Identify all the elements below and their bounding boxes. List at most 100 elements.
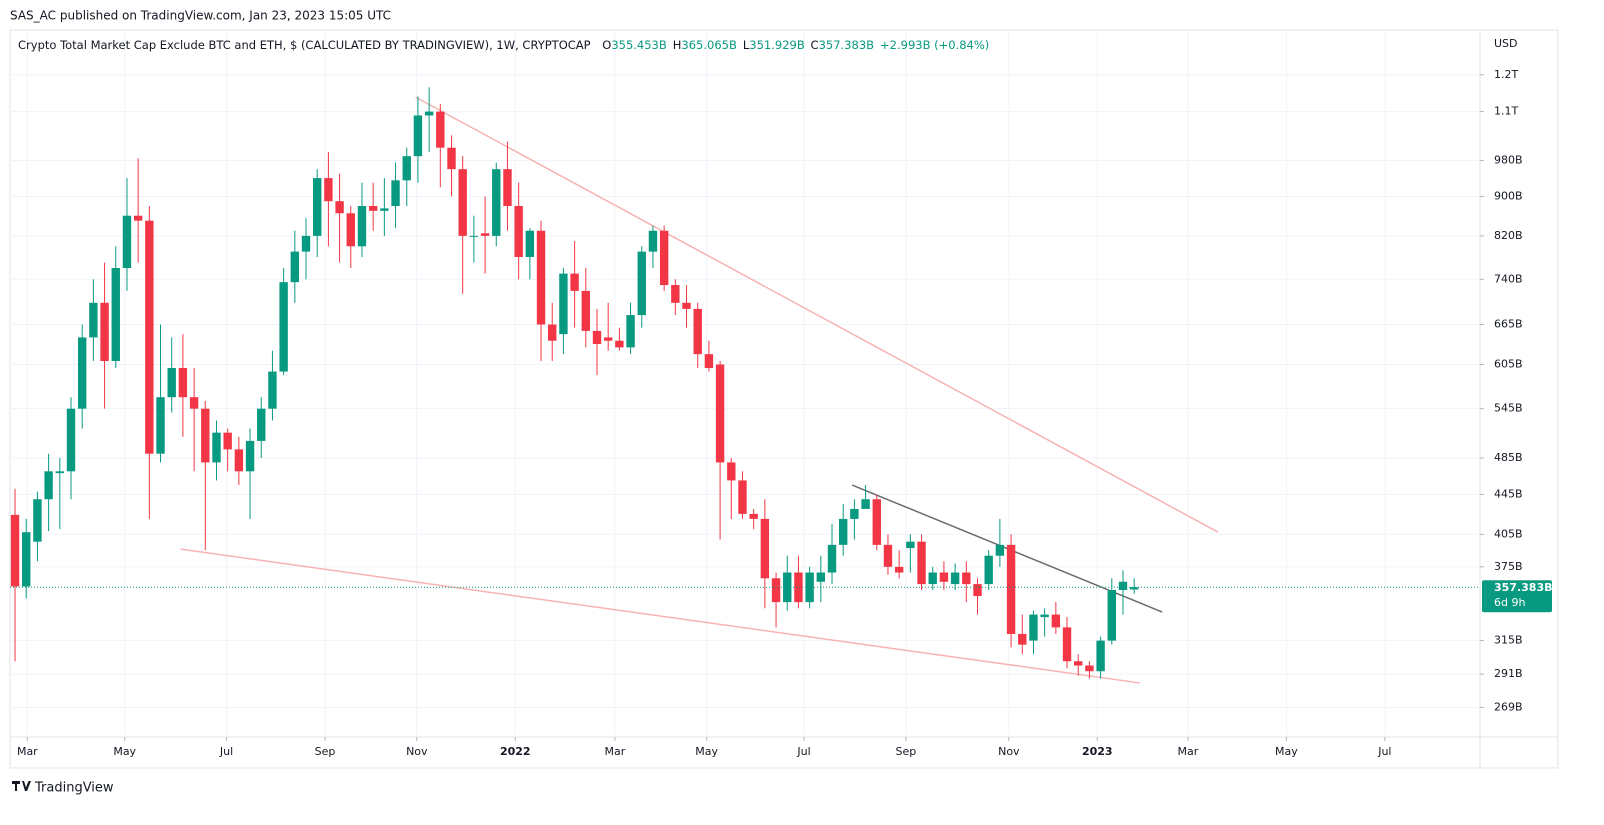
candle-body (1085, 665, 1094, 672)
x-tick-label: Nov (406, 745, 428, 758)
y-tick-label: 740B (1494, 272, 1523, 285)
candle-body (883, 544, 893, 567)
candle-body (156, 397, 165, 454)
candle-body (391, 180, 400, 206)
candle-body (357, 205, 367, 247)
y-tick-label: 665B (1494, 317, 1523, 330)
quote-change: +2.993B (+0.84%) (880, 38, 989, 52)
candle-body (794, 572, 803, 603)
candle-body (827, 544, 837, 573)
candle-body (514, 205, 523, 258)
candle-body (973, 584, 982, 597)
candle-body (413, 115, 423, 157)
x-tick-label: Sep (315, 745, 336, 758)
candle-body (55, 471, 64, 474)
candle-body (469, 235, 479, 237)
candle-body (570, 273, 579, 291)
footer-brand: TradingView (34, 781, 114, 796)
candle-body (10, 514, 20, 587)
y-tick-label: 375B (1494, 560, 1523, 573)
candle-body (615, 340, 624, 348)
candle-body (257, 408, 266, 441)
candle-body (480, 233, 490, 236)
candle-body (917, 541, 926, 585)
candle-body (1107, 590, 1116, 641)
y-tick-label: 1.2T (1494, 68, 1518, 81)
footer-logo: TradingView (12, 781, 114, 796)
candle-body (66, 408, 76, 472)
y-tick-label: 1.1T (1494, 105, 1518, 118)
candle-body (492, 169, 501, 236)
candle-body (727, 462, 736, 481)
candle-body (234, 449, 244, 472)
candle-body (659, 230, 669, 286)
candle-body (290, 251, 300, 283)
candle-body (850, 508, 859, 519)
candle-body (436, 111, 445, 148)
quote-key: C (811, 38, 819, 52)
grid (10, 30, 1480, 735)
candle-body (760, 518, 770, 579)
candle-body (223, 432, 232, 450)
x-tick-label: May (113, 745, 136, 758)
y-tick-label: 269B (1494, 700, 1523, 713)
x-tick-label: 2023 (1082, 745, 1113, 758)
candle-body (313, 178, 322, 236)
candle-body (33, 499, 42, 542)
candle-body (458, 169, 467, 236)
candle-body (872, 499, 881, 545)
candle-body (1074, 661, 1083, 666)
y-tick-label: 980B (1494, 153, 1523, 166)
last-price-label: 357.383B (1494, 581, 1553, 594)
publish-header: SAS_AC published on TradingView.com, Jan… (10, 9, 391, 23)
candle-body (861, 499, 870, 509)
x-tick-label: Mar (17, 745, 38, 758)
candle-body (268, 371, 277, 409)
candle-body (950, 572, 960, 585)
y-tick-label: 605B (1494, 358, 1523, 371)
candle-body (346, 213, 355, 247)
candle-body (133, 215, 143, 221)
quote-value: 355.453B (611, 38, 667, 52)
candle-body (805, 572, 814, 603)
legend-title: Crypto Total Market Cap Exclude BTC and … (18, 38, 591, 52)
candle-body (1018, 633, 1027, 645)
candle-body (749, 513, 758, 519)
quote-value: 351.929B (749, 38, 805, 52)
candle-body (559, 273, 568, 335)
candle-body (1040, 614, 1049, 618)
candle-body (201, 408, 210, 463)
x-tick-label: 2022 (500, 745, 531, 758)
candle-body (984, 555, 993, 585)
candle-body (704, 354, 714, 369)
candle-body (693, 308, 702, 355)
candle-body (22, 532, 31, 587)
candle-body (682, 302, 691, 309)
candle-body (839, 518, 848, 545)
candle-body (89, 302, 98, 338)
candle-body (324, 178, 333, 202)
candle-body (962, 572, 971, 585)
y-tick-label: 485B (1494, 451, 1523, 464)
candle-body (212, 432, 221, 463)
candle-body (279, 282, 288, 372)
candle-body (1006, 544, 1016, 634)
trend-line (180, 548, 1140, 684)
y-tick-label: 545B (1494, 402, 1523, 415)
candle-body (1129, 587, 1139, 590)
candle-body (626, 315, 635, 348)
candle-body (906, 541, 915, 549)
candle-body (536, 230, 546, 325)
candle-body (816, 572, 826, 582)
x-tick-label: Nov (998, 745, 1020, 758)
x-tick-label: Jul (1377, 745, 1391, 758)
quote-value: 357.383B (819, 38, 875, 52)
candle-body (1029, 614, 1038, 641)
candle-body (939, 572, 949, 582)
candle-body (111, 268, 120, 362)
candle-body (592, 330, 602, 345)
candle-body (178, 368, 188, 398)
candle-body (771, 578, 781, 603)
